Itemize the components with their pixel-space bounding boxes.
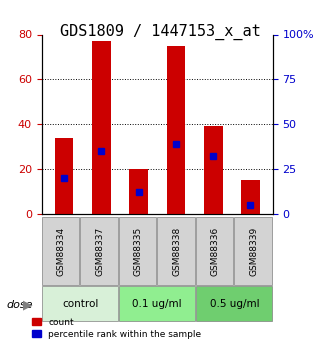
Bar	[92, 41, 111, 214]
Bar	[241, 180, 260, 214]
Text: ▶: ▶	[22, 299, 32, 312]
Text: GDS1809 / 1447153_x_at: GDS1809 / 1447153_x_at	[60, 24, 261, 40]
Bar	[204, 126, 222, 214]
Bar	[55, 138, 74, 214]
Text: dose: dose	[6, 300, 33, 310]
Text: GSM88339: GSM88339	[249, 226, 258, 276]
Text: 0.5 ug/ml: 0.5 ug/ml	[210, 299, 259, 308]
Text: control: control	[62, 299, 99, 308]
Text: GSM88336: GSM88336	[211, 226, 220, 276]
Text: GSM88335: GSM88335	[134, 226, 143, 276]
Legend: count, percentile rank within the sample: count, percentile rank within the sample	[30, 316, 203, 341]
Bar	[167, 46, 185, 214]
Text: GSM88337: GSM88337	[95, 226, 104, 276]
Text: GSM88338: GSM88338	[172, 226, 181, 276]
Text: 0.1 ug/ml: 0.1 ug/ml	[133, 299, 182, 308]
Text: GSM88334: GSM88334	[56, 226, 65, 276]
Bar	[129, 169, 148, 214]
